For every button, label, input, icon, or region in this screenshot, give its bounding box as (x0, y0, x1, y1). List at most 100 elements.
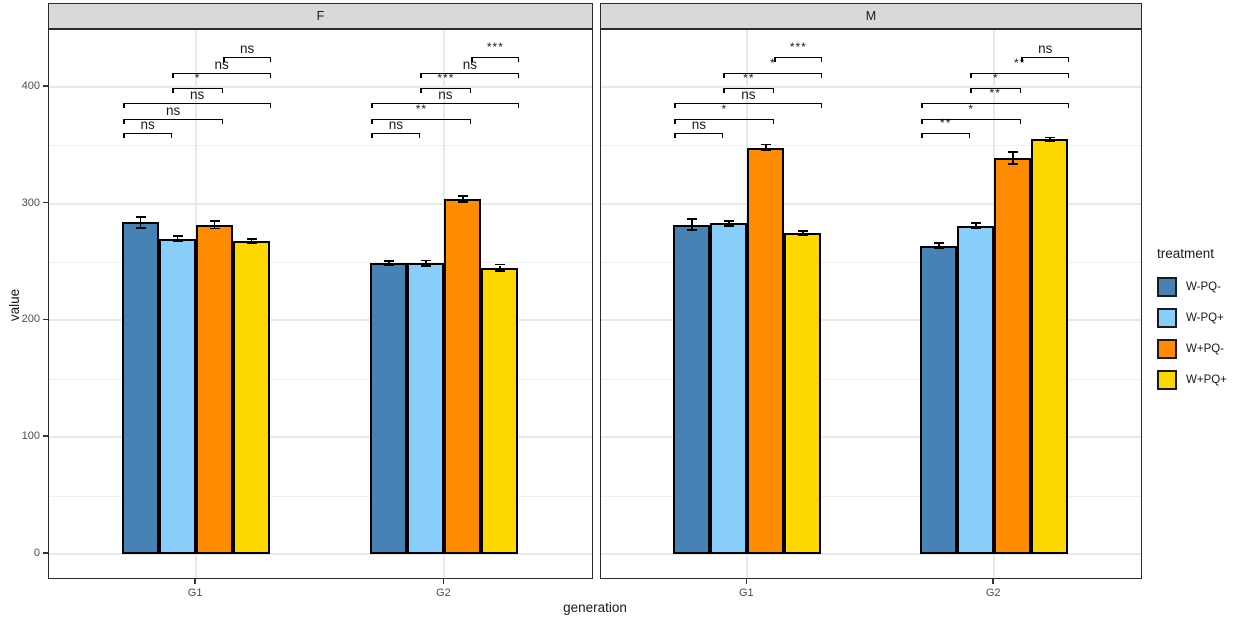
error-bar-stem (425, 261, 427, 265)
significance-bracket (371, 133, 421, 135)
y-tick-label: 300 (21, 196, 40, 209)
bar-W+PQ- (444, 198, 482, 554)
significance-bracket-leg (223, 57, 225, 62)
significance-bracket (123, 118, 224, 120)
significance-label: ** (1014, 55, 1026, 70)
significance-bracket-leg (772, 118, 775, 124)
error-bar-cap (420, 264, 431, 267)
gridline-major (601, 319, 1141, 322)
significance-bracket-leg (723, 72, 725, 78)
significance-bracket-leg (471, 57, 473, 62)
significance-bracket-leg (172, 88, 174, 93)
significance-label: * (968, 101, 975, 116)
error-bar-cap (209, 227, 220, 230)
error-bar-cap (383, 264, 394, 266)
error-bar-stem (176, 236, 179, 241)
significance-bracket (172, 72, 272, 74)
significance-label: ns (438, 87, 453, 102)
bar-W-PQ- (122, 222, 160, 554)
significance-bracket (371, 103, 520, 105)
significance-bracket-leg (371, 103, 373, 108)
significance-bracket-leg (420, 88, 422, 93)
bar-W+PQ+ (1031, 139, 1069, 554)
significance-label: ns (240, 41, 255, 56)
x-tick-label: G1 (738, 587, 754, 599)
error-bar-cap (1044, 136, 1055, 139)
significance-label: ns (691, 117, 706, 132)
facet-strip-f: F (48, 3, 593, 29)
significance-bracket-leg (1019, 118, 1022, 124)
gridline-major (49, 319, 592, 322)
x-tick-label: G2 (436, 587, 451, 599)
significance-bracket-leg (820, 57, 823, 62)
significance-bracket-leg (269, 57, 272, 62)
significance-bracket-leg (123, 103, 125, 108)
error-bar-cap (209, 220, 220, 222)
significance-bracket-leg (674, 103, 676, 108)
significance-bracket-leg (170, 133, 173, 138)
significance-bracket-leg (968, 133, 971, 138)
significance-bracket (674, 118, 775, 120)
error-bar-cap (1007, 151, 1018, 153)
gridline-minor (49, 495, 592, 497)
significance-bracket-leg (269, 72, 272, 78)
significance-bracket-leg (517, 57, 520, 62)
significance-bracket-leg (221, 88, 224, 93)
y-tick-label: 400 (21, 79, 40, 92)
significance-bracket (970, 88, 1022, 90)
significance-label: ** (940, 116, 952, 130)
x-tick (992, 579, 994, 584)
error-bar-stem (1011, 152, 1014, 164)
error-bar-cap (797, 233, 808, 236)
error-bar-cap (135, 216, 146, 218)
significance-label: ** (989, 86, 1001, 100)
y-tick-label: 200 (21, 313, 40, 326)
error-bar-cap (797, 230, 808, 232)
bar-W-PQ- (920, 245, 958, 554)
significance-bracket-leg (921, 118, 923, 124)
gridline-major (49, 85, 592, 88)
legend-title: treatment (1157, 246, 1215, 261)
significance-bracket (420, 88, 472, 90)
legend-item-w+pq-: W+PQ- (1150, 333, 1242, 364)
legend-item-label: W+PQ- (1186, 342, 1225, 355)
significance-label: ns (388, 117, 404, 132)
significance-label: ns (190, 87, 205, 102)
legend-key-swatch (1157, 276, 1177, 297)
error-bar-cap (933, 242, 944, 244)
legend-item-w-pq+: W-PQ+ (1150, 302, 1242, 333)
significance-label: ns (1038, 41, 1053, 56)
error-bar-stem (388, 262, 390, 265)
significance-bracket-leg (517, 72, 520, 78)
error-bar-cap (246, 242, 257, 244)
error-bar-cap (723, 225, 734, 227)
significance-bracket-leg (517, 103, 520, 108)
error-bar-stem (462, 196, 464, 202)
gridline-major (49, 202, 592, 205)
legend-item-label: W+PQ+ (1186, 373, 1227, 386)
significance-bracket (723, 88, 775, 90)
significance-bracket-leg (820, 72, 823, 78)
x-tick (442, 579, 445, 584)
gridline-major (601, 85, 1141, 88)
significance-bracket-leg (674, 133, 676, 138)
significance-label: * (992, 71, 999, 85)
significance-bracket-leg (820, 103, 823, 108)
significance-label: *** (486, 40, 504, 54)
gridline-major (49, 553, 592, 555)
legend-item-w-pq-: W-PQ- (1150, 271, 1242, 302)
x-tick-label: G1 (187, 587, 203, 599)
error-bar-stem (691, 219, 693, 230)
significance-bracket-leg (221, 118, 224, 124)
significance-bracket (921, 103, 1070, 105)
gridline-major (601, 436, 1141, 439)
significance-bracket (123, 103, 272, 105)
significance-bracket-leg (921, 133, 923, 138)
legend: treatment W-PQ- W-PQ+ W+PQ- W+PQ+ (1150, 238, 1242, 395)
bar-W-PQ+ (159, 238, 197, 554)
significance-label: * (721, 101, 728, 116)
error-bar-cap (246, 238, 257, 240)
significance-bracket (172, 88, 224, 90)
gridline-major (601, 202, 1141, 205)
significance-bracket-leg (674, 118, 676, 124)
